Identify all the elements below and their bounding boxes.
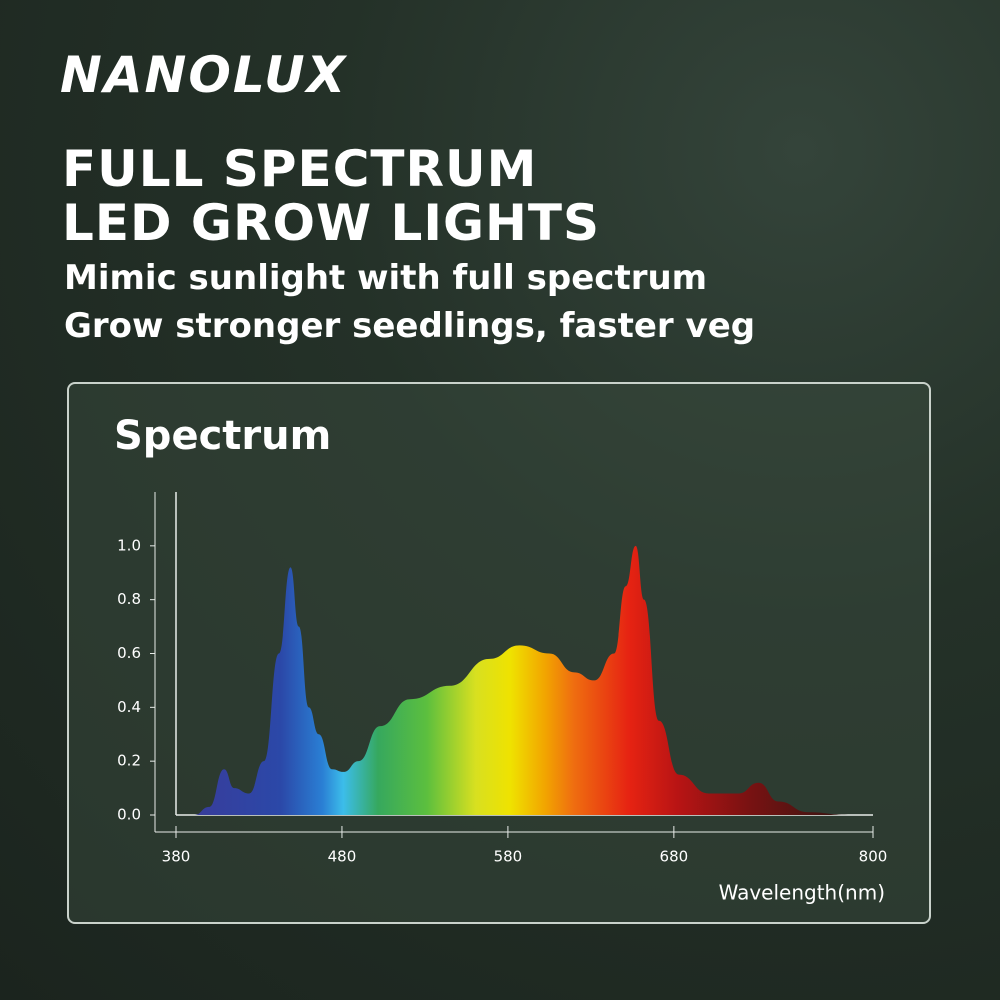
x-tick-label: 580 bbox=[494, 848, 523, 866]
y-tick-label: 1.0 bbox=[117, 536, 141, 554]
y-tick-label: 0.6 bbox=[117, 644, 141, 662]
y-tick-label: 0.0 bbox=[117, 806, 141, 824]
x-axis-label: Wavelength(nm) bbox=[719, 881, 885, 905]
headline: LED GROW LIGHTS bbox=[62, 194, 600, 252]
x-tick-label: 480 bbox=[328, 848, 357, 866]
headline: FULL SPECTRUM bbox=[62, 140, 538, 198]
x-tick-label: 680 bbox=[660, 848, 689, 866]
subtitle: Mimic sunlight with full spectrum bbox=[64, 258, 708, 298]
chart-panel bbox=[67, 382, 931, 924]
y-tick-label: 0.2 bbox=[117, 752, 141, 770]
x-tick-label: 380 bbox=[162, 848, 191, 866]
spectrum-area bbox=[194, 545, 849, 815]
y-tick-label: 0.8 bbox=[117, 590, 141, 608]
subtitle: Grow stronger seedlings, faster veg bbox=[64, 306, 756, 346]
x-tick-label: 800 bbox=[859, 848, 888, 866]
chart-title: Spectrum bbox=[114, 413, 331, 459]
brand-logo: NANOLUX bbox=[60, 46, 348, 104]
y-tick-label: 0.4 bbox=[117, 698, 141, 716]
